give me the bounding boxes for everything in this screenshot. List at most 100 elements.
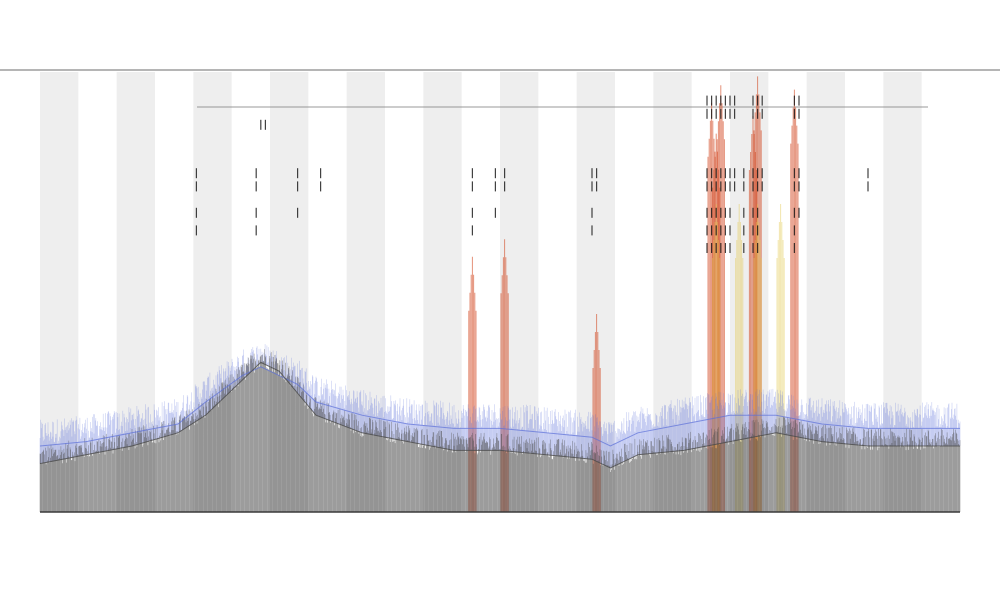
annotation-mark [297,168,299,179]
annotation-mark [715,108,717,119]
annotation-mark [195,207,197,218]
annotation-mark [757,225,759,236]
annotation-mark [729,95,731,106]
annotation-mark [752,95,754,106]
annotation-mark [596,168,598,179]
annotation-mark [255,225,257,236]
blue-series-line [39,366,960,447]
annotation-mark [724,225,726,236]
annotation-mark [761,168,763,179]
annotation-mark [260,119,262,130]
annotation-mark [715,95,717,106]
annotation-mark [793,225,795,236]
annotation-mark [706,243,708,253]
annotation-mark [867,168,869,179]
annotation-mark [793,181,795,192]
background-band [40,72,79,512]
annotation-mark [706,181,708,192]
annotation-mark [724,108,726,119]
annotation-mark [494,181,496,192]
annotation-mark [798,181,800,192]
annotation-mark [264,119,266,130]
annotation-mark [752,225,754,236]
annotation-mark [757,181,759,192]
annotation-mark [761,95,763,106]
annotation-mark [494,207,496,218]
annotation-mark [757,95,759,106]
annotation-mark [715,207,717,218]
annotation-mark [752,108,754,119]
annotation-mark [752,181,754,192]
annotation-mark [724,207,726,218]
annotation-mark [720,207,722,218]
annotation-mark [715,225,717,236]
annotation-mark [471,181,473,192]
annotation-mark [752,207,754,218]
annotation-mark [743,207,745,218]
annotation-mark [729,243,731,253]
annotation-mark [715,243,717,253]
annotation-mark [591,207,593,218]
annotation-mark [757,168,759,179]
annotation-mark [743,168,745,179]
annotation-mark [195,168,197,179]
annotation-mark [734,181,736,192]
annotation-mark [711,95,713,106]
annotation-mark [729,168,731,179]
annotation-mark [195,181,197,192]
annotation-mark [255,181,257,192]
annotation-mark [715,168,717,179]
series-layer [39,344,961,512]
annotation-mark [761,108,763,119]
annotation-mark [591,181,593,192]
annotation-mark [195,225,197,236]
annotation-mark [320,168,322,179]
annotation-mark [734,108,736,119]
annotation-mark [706,108,708,119]
annotation-mark [711,207,713,218]
annotation-mark [255,168,257,179]
annotation-mark [720,108,722,119]
annotation-mark [706,168,708,179]
annotation-mark [720,181,722,192]
annotation-mark [867,181,869,192]
annotation-mark [757,243,759,253]
annotation-mark [724,95,726,106]
annotation-mark [711,168,713,179]
annotation-mark [720,95,722,106]
annotation-mark [471,207,473,218]
annotation-mark [743,181,745,192]
annotation-mark [724,181,726,192]
annotation-mark [471,168,473,179]
annotation-mark [752,243,754,253]
annotation-mark [720,243,722,253]
annotation-mark [596,181,598,192]
annotation-layer [195,95,869,253]
annotation-mark [720,225,722,236]
annotation-mark [706,207,708,218]
annotation-mark [715,181,717,192]
annotation-mark [711,181,713,192]
annotation-mark [743,225,745,236]
annotation-mark [798,108,800,119]
annotation-mark [757,108,759,119]
annotation-mark [320,181,322,192]
annotation-mark [798,168,800,179]
annotation-mark [729,181,731,192]
annotation-mark [729,225,731,236]
annotation-mark [471,225,473,236]
annotation-mark [711,243,713,253]
annotation-mark [798,95,800,106]
annotation-mark [793,168,795,179]
annotation-mark [720,168,722,179]
annotation-mark [793,243,795,253]
annotation-mark [793,207,795,218]
annotation-mark [729,207,731,218]
annotation-mark [757,207,759,218]
annotation-mark [297,181,299,192]
annotation-mark [494,168,496,179]
annotation-mark [793,108,795,119]
annotation-mark [793,95,795,106]
annotation-mark [706,95,708,106]
